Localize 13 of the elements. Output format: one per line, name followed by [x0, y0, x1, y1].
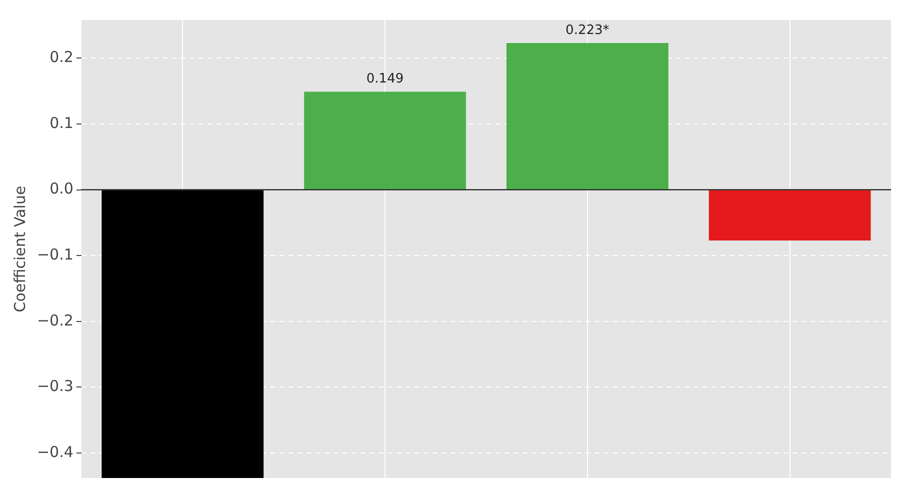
- y-tick-label: −0.1: [36, 245, 74, 264]
- y-axis-title: Coefficient Value: [10, 186, 29, 312]
- y-tick-label: 0.0: [50, 180, 74, 198]
- y-tick-label: 0.1: [50, 114, 74, 132]
- bar: [708, 190, 871, 240]
- data-label: 0.223*: [566, 22, 610, 38]
- y-tick-label: 0.2: [50, 48, 74, 66]
- bar: [304, 92, 466, 190]
- y-tick-label: −0.4: [36, 442, 74, 461]
- y-tick-label: −0.2: [36, 311, 74, 330]
- bar: [506, 43, 668, 190]
- data-label: 0.149: [366, 72, 404, 87]
- y-tick-label: −0.3: [36, 377, 74, 396]
